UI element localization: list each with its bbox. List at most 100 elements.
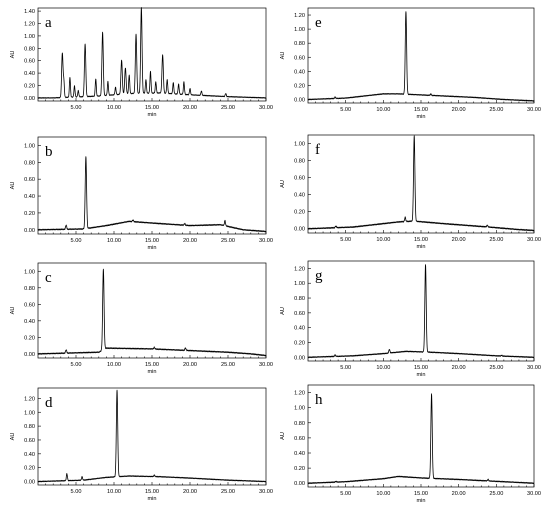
- chromatogram-trace: [37, 268, 267, 357]
- x-tick-label: 15.00: [145, 362, 159, 368]
- y-tick-label: 1.00: [24, 269, 35, 275]
- y-tick-label: 0.40: [24, 194, 35, 200]
- y-tick-label: 0.80: [24, 160, 35, 166]
- panel-letter: c: [45, 270, 52, 286]
- chromatogram-trace: [307, 11, 535, 102]
- x-tick-label: 30.00: [527, 491, 541, 497]
- y-tick-label: 1.20: [24, 396, 35, 402]
- plot-frame: [307, 134, 535, 234]
- x-tick-label: 30.00: [259, 238, 273, 244]
- plot-frame: [37, 7, 267, 102]
- y-axis-label: AU: [280, 52, 286, 60]
- panel-c: c 0.00 0.20 0.40 0.60 0.80 1.00 5.00 10.00 15.00 2…: [10, 262, 273, 375]
- x-tick-label: 10.00: [107, 489, 121, 495]
- chromatogram-trace: [307, 135, 535, 232]
- x-tick-label: 20.00: [183, 238, 197, 244]
- panel-e: e 0.00 0.20 0.40 0.60 0.80 1.00 1.20 5.00 10.00 15…: [280, 7, 541, 120]
- chromatogram-trace: [307, 264, 535, 359]
- chromatogram-trace: [37, 7, 267, 99]
- y-tick-label: 1.00: [294, 406, 305, 412]
- y-tick-label: 0.40: [294, 193, 305, 199]
- plot-frame: [37, 262, 267, 359]
- y-tick-label: 0.60: [24, 438, 35, 444]
- x-tick-label: 30.00: [527, 107, 541, 113]
- y-tick-label: 0.80: [24, 46, 35, 52]
- panel-h: h 0.00 0.20 0.40 0.60 0.80 1.00 1.20 5.00 10.00 15…: [280, 384, 541, 504]
- y-axis-label: AU: [10, 182, 16, 190]
- panel-letter: h: [315, 392, 323, 408]
- x-tick-label: 20.00: [183, 362, 197, 368]
- x-tick-label: 10.00: [107, 238, 121, 244]
- x-tick-label: 30.00: [527, 365, 541, 371]
- x-axis-label: min: [147, 245, 156, 251]
- y-axis-label: AU: [280, 432, 286, 440]
- y-tick-label: 0.00: [24, 352, 35, 358]
- y-tick-label: 0.80: [24, 286, 35, 292]
- x-tick-label: 15.00: [145, 489, 159, 495]
- x-tick-label: 15.00: [414, 365, 428, 371]
- x-tick-label: 5.00: [340, 365, 351, 371]
- x-tick-label: 5.00: [340, 491, 351, 497]
- x-tick-label: 10.00: [107, 105, 121, 111]
- plot-frame: [307, 260, 535, 362]
- x-axis-label: min: [147, 112, 156, 118]
- y-tick-label: 0.00: [294, 355, 305, 361]
- y-tick-label: 1.00: [24, 34, 35, 40]
- x-tick-label: 5.00: [71, 362, 82, 368]
- y-tick-label: 0.80: [24, 424, 35, 430]
- x-tick-label: 30.00: [259, 105, 273, 111]
- panel-letter: e: [315, 15, 322, 31]
- x-tick-label: 20.00: [183, 105, 197, 111]
- x-tick-label: 20.00: [452, 365, 466, 371]
- y-tick-label: 1.00: [294, 142, 305, 148]
- y-tick-label: 0.00: [24, 480, 35, 486]
- panel-letter: d: [45, 395, 53, 411]
- y-tick-label: 0.40: [294, 326, 305, 332]
- x-tick-label: 20.00: [452, 237, 466, 243]
- y-tick-label: 0.60: [24, 59, 35, 65]
- plot-frame: [307, 7, 535, 104]
- y-tick-label: 0.20: [294, 466, 305, 472]
- y-tick-label: 0.80: [294, 159, 305, 165]
- plot-frame: [37, 136, 267, 235]
- y-tick-label: 0.20: [24, 211, 35, 217]
- x-axis-label: min: [416, 372, 425, 378]
- x-tick-label: 25.00: [221, 238, 235, 244]
- x-axis-label: min: [416, 498, 425, 504]
- panel-letter: a: [45, 15, 52, 31]
- y-tick-label: 0.80: [294, 421, 305, 427]
- y-tick-label: 1.00: [294, 27, 305, 33]
- x-tick-label: 5.00: [71, 105, 82, 111]
- x-tick-label: 25.00: [221, 362, 235, 368]
- x-tick-label: 25.00: [221, 105, 235, 111]
- x-tick-label: 10.00: [376, 107, 390, 113]
- y-tick-label: 1.20: [294, 266, 305, 272]
- y-tick-label: 0.00: [294, 481, 305, 487]
- y-tick-label: 0.40: [24, 452, 35, 458]
- x-tick-label: 20.00: [452, 107, 466, 113]
- y-tick-label: 0.40: [294, 451, 305, 457]
- y-tick-label: 0.20: [294, 340, 305, 346]
- x-tick-label: 25.00: [221, 489, 235, 495]
- y-tick-label: 0.00: [24, 96, 35, 102]
- y-tick-label: 1.00: [294, 281, 305, 287]
- y-tick-label: 1.00: [24, 410, 35, 416]
- x-tick-label: 10.00: [376, 365, 390, 371]
- y-axis-label: AU: [280, 307, 286, 315]
- x-tick-label: 30.00: [259, 489, 273, 495]
- y-tick-label: 0.20: [294, 210, 305, 216]
- y-tick-label: 0.00: [24, 228, 35, 234]
- y-tick-label: 0.40: [294, 69, 305, 75]
- x-axis-label: min: [147, 369, 156, 375]
- y-tick-label: 1.20: [294, 391, 305, 397]
- y-axis-label: AU: [10, 307, 16, 315]
- x-axis-label: min: [416, 244, 425, 250]
- y-tick-label: 0.20: [24, 84, 35, 90]
- y-tick-label: 0.60: [294, 436, 305, 442]
- x-tick-label: 25.00: [489, 491, 503, 497]
- y-tick-label: 0.60: [294, 176, 305, 182]
- x-tick-label: 5.00: [340, 107, 351, 113]
- y-tick-label: 0.60: [294, 55, 305, 61]
- x-tick-label: 15.00: [145, 238, 159, 244]
- x-tick-label: 25.00: [489, 107, 503, 113]
